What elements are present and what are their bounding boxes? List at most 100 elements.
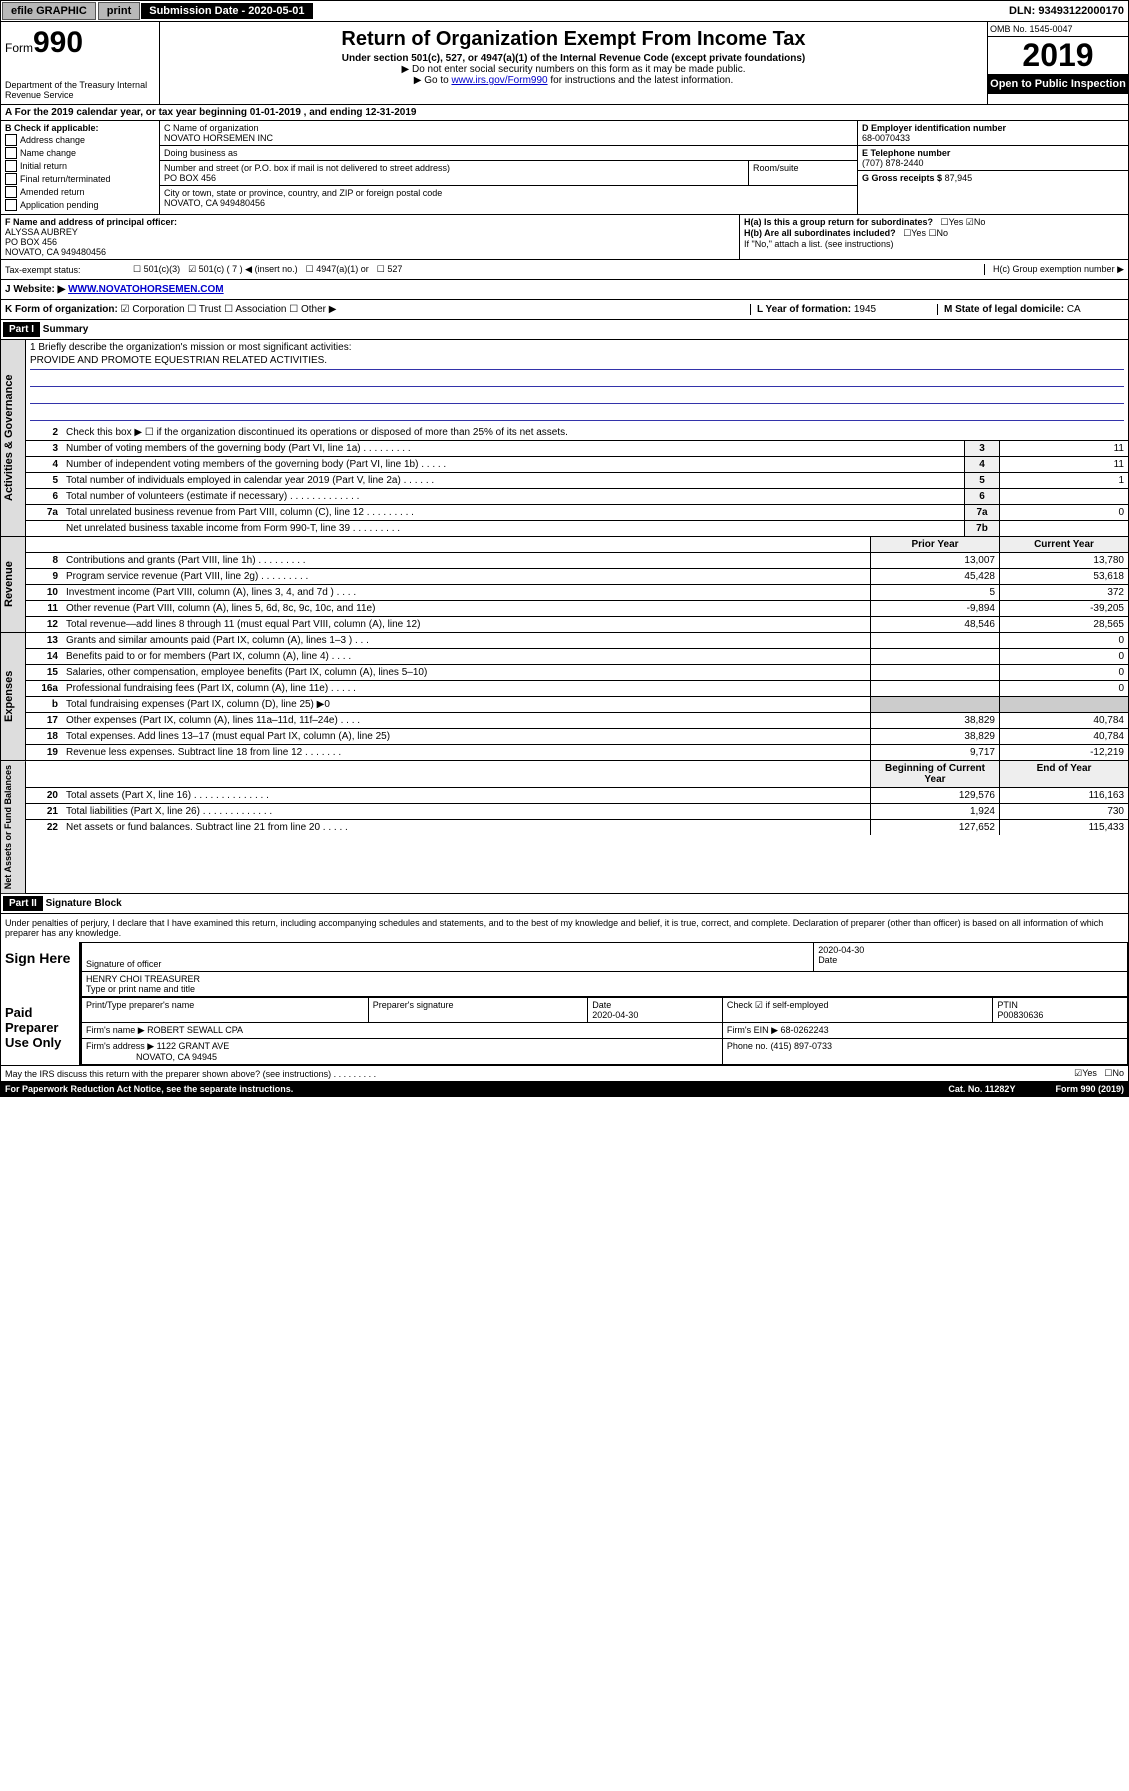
website-link[interactable]: WWW.NOVATOHORSEMEN.COM <box>68 284 224 295</box>
line-num: 4 <box>26 457 62 472</box>
ein-label: D Employer identification number <box>862 123 1124 133</box>
summary-line: 7a Total unrelated business revenue from… <box>26 505 1128 521</box>
summary-line: 12 Total revenue—add lines 8 through 11 … <box>26 617 1128 632</box>
line-num: 8 <box>26 553 62 568</box>
checkbox-icon[interactable] <box>5 199 17 211</box>
top-bar: efile GRAPHIC print Submission Date - 20… <box>0 0 1129 22</box>
summary-line: 14 Benefits paid to or for members (Part… <box>26 649 1128 665</box>
summary-line: b Total fundraising expenses (Part IX, c… <box>26 697 1128 713</box>
firm-ein: 68-0262243 <box>781 1025 829 1035</box>
irs-link[interactable]: www.irs.gov/Form990 <box>451 75 547 86</box>
website-label: J Website: ▶ <box>5 284 65 295</box>
firm-name-label: Firm's name ▶ <box>86 1025 145 1035</box>
discuss-row: May the IRS discuss this return with the… <box>0 1066 1129 1082</box>
summary-line: Net unrelated business taxable income fr… <box>26 521 1128 536</box>
line-num: 17 <box>26 713 62 728</box>
row-k: K Form of organization: ☑ Corporation ☐ … <box>0 300 1129 320</box>
governance-section: Activities & Governance 1 Briefly descri… <box>0 340 1129 537</box>
line-desc: Total expenses. Add lines 13–17 (must eq… <box>62 729 870 744</box>
public-inspection: Open to Public Inspection <box>988 74 1128 94</box>
checkbox-icon[interactable] <box>5 160 17 172</box>
summary-line: 8 Contributions and grants (Part VIII, l… <box>26 553 1128 569</box>
officer-label: F Name and address of principal officer: <box>5 217 735 227</box>
line-desc: Total liabilities (Part X, line 26) . . … <box>62 804 870 819</box>
form-org-label: K Form of organization: <box>5 304 118 315</box>
line-desc: Net unrelated business taxable income fr… <box>62 521 964 536</box>
sig-name-label: Type or print name and title <box>86 984 1123 994</box>
sig-date-label: Date <box>818 955 1123 965</box>
blank <box>62 537 870 552</box>
form-number: 990 <box>33 26 83 59</box>
line-desc: Grants and similar amounts paid (Part IX… <box>62 633 870 648</box>
summary-line: 18 Total expenses. Add lines 13–17 (must… <box>26 729 1128 745</box>
chk-name: Name change <box>20 148 76 158</box>
sign-here-label: Sign Here <box>1 942 81 997</box>
checkbox-icon[interactable] <box>5 186 17 198</box>
discuss-yes: Yes <box>1082 1068 1097 1078</box>
checkbox-icon[interactable] <box>5 134 17 146</box>
org-name-label: C Name of organization <box>164 123 853 133</box>
tax-status-row: Tax-exempt status: ☐ 501(c)(3) ☑ 501(c) … <box>0 260 1129 280</box>
prior-val <box>870 665 999 680</box>
box-b: B Check if applicable: Address change Na… <box>1 121 160 214</box>
curr-val: 40,784 <box>999 713 1128 728</box>
ha-yes: Yes <box>949 217 964 227</box>
cat-no: Cat. No. 11282Y <box>948 1084 1015 1094</box>
prior-year-header: Prior Year <box>870 537 999 552</box>
curr-val: 40,784 <box>999 729 1128 744</box>
line-num: 13 <box>26 633 62 648</box>
assoc: Association <box>235 304 286 315</box>
summary-line: 5 Total number of individuals employed i… <box>26 473 1128 489</box>
line-num: 12 <box>26 617 62 632</box>
prep-date-label: Date <box>592 1000 611 1010</box>
city-label: City or town, state or province, country… <box>164 188 853 198</box>
line-num: 7a <box>26 505 62 520</box>
mission-q: 1 Briefly describe the organization's mi… <box>30 342 1124 353</box>
line-desc: Number of voting members of the governin… <box>62 441 964 456</box>
part-ii-title: Signature Block <box>46 898 122 909</box>
state-domicile-label: M State of legal domicile: <box>944 304 1064 315</box>
firm-ein-label: Firm's EIN ▶ <box>727 1025 778 1035</box>
line-desc: Contributions and grants (Part VIII, lin… <box>62 553 870 568</box>
form-footer: Form 990 (2019) <box>1055 1084 1124 1094</box>
prior-val: 38,829 <box>870 713 999 728</box>
curr-val: 13,780 <box>999 553 1128 568</box>
summary-line: 10 Investment income (Part VIII, column … <box>26 585 1128 601</box>
prior-val: 129,576 <box>870 788 999 803</box>
curr-val: 0 <box>999 665 1128 680</box>
submission-date: Submission Date - 2020-05-01 <box>141 3 312 19</box>
net-assets-label: Net Assets or Fund Balances <box>1 761 26 893</box>
line-num: 2 <box>26 425 62 440</box>
line-desc: Total number of individuals employed in … <box>62 473 964 488</box>
summary-line: 22 Net assets or fund balances. Subtract… <box>26 820 1128 835</box>
mission-blank <box>30 372 1124 387</box>
signature-block: Under penalties of perjury, I declare th… <box>0 914 1129 1066</box>
line-box: 3 <box>964 441 999 456</box>
addr-value: PO BOX 456 <box>164 173 744 183</box>
checkbox-icon[interactable] <box>5 173 17 185</box>
curr-val <box>999 697 1128 712</box>
chk-address: Address change <box>20 135 85 145</box>
line-num: b <box>26 697 62 712</box>
curr-val: 28,565 <box>999 617 1128 632</box>
dln: DLN: 93493122000170 <box>1009 5 1128 17</box>
curr-val: 0 <box>999 681 1128 696</box>
box-d: D Employer identification number 68-0070… <box>857 121 1128 214</box>
efile-button[interactable]: efile GRAPHIC <box>2 2 96 20</box>
curr-val: 0 <box>999 633 1128 648</box>
line-num: 15 <box>26 665 62 680</box>
line-num: 9 <box>26 569 62 584</box>
line-desc: Other expenses (Part IX, column (A), lin… <box>62 713 870 728</box>
line-num: 19 <box>26 745 62 760</box>
summary-line: 13 Grants and similar amounts paid (Part… <box>26 633 1128 649</box>
phone-label: E Telephone number <box>862 148 1124 158</box>
form-subtitle: Under section 501(c), 527, or 4947(a)(1)… <box>164 53 983 64</box>
sig-name-value: HENRY CHOI TREASURER <box>86 974 1123 984</box>
checkbox-icon[interactable] <box>5 147 17 159</box>
instr-suffix: for instructions and the latest informat… <box>548 75 734 86</box>
print-button[interactable]: print <box>98 2 140 20</box>
line-num: 16a <box>26 681 62 696</box>
527: 527 <box>387 264 402 274</box>
ptin-value: P00830636 <box>997 1010 1043 1020</box>
instr-prefix: ▶ Go to <box>414 75 452 86</box>
